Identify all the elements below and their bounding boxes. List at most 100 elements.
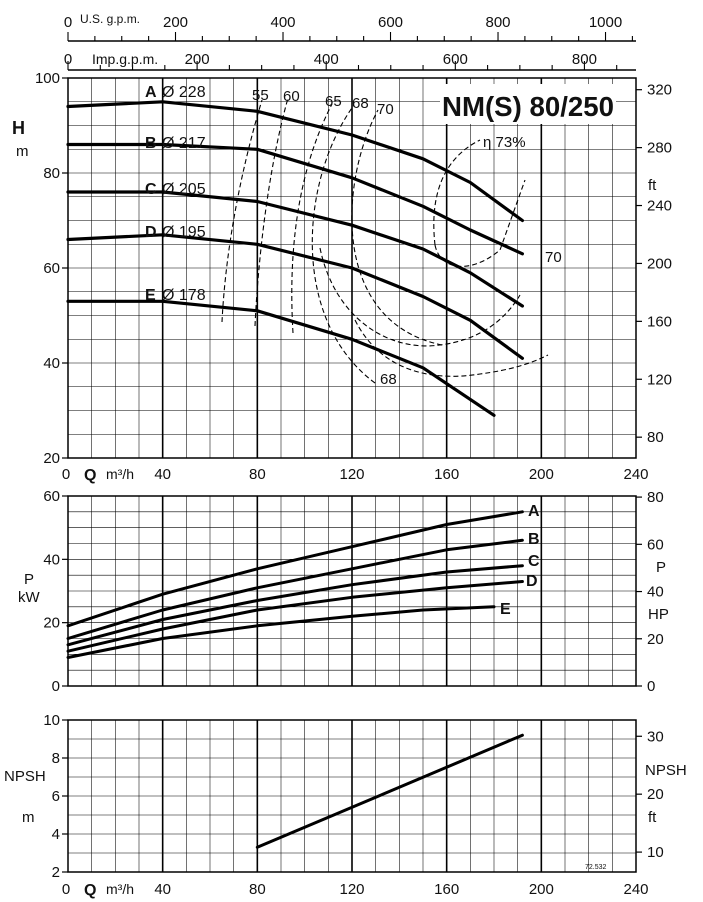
power-series-label: D: [526, 573, 538, 590]
usgpm-tick-label: 0: [64, 14, 72, 31]
efficiency-label: 70: [545, 249, 562, 266]
usgpm-tick-label: 600: [378, 14, 403, 31]
head-rtick-label: 320: [647, 82, 672, 99]
npsh-rtick-label: 20: [647, 786, 664, 803]
power-rtick-label: 60: [647, 536, 664, 553]
npsh-ytick-label: 6: [52, 788, 60, 805]
power-curve-a: [66, 510, 524, 628]
npsh-yunit: m: [22, 809, 35, 826]
head-chart-panel: 20 40 60 80 100 80 120 160 200 240 280 320 Hm ft 55 60 6…: [12, 70, 672, 484]
npsh-xtick-label: 120: [339, 881, 364, 898]
npsh-xtick-label: 240: [623, 881, 648, 898]
efficiency-iso-curve: [354, 319, 549, 377]
head-unit-label: m³/h: [106, 466, 134, 482]
power-ytick-label: 60: [43, 488, 60, 505]
npsh-rtick-label: 10: [647, 844, 664, 861]
npsh-curve-0: [255, 733, 524, 849]
usgpm-tick-label: 200: [163, 14, 188, 31]
efficiency-label: 55: [252, 87, 269, 104]
usgpm-tick-label: 400: [270, 14, 295, 31]
power-series-label: B: [528, 531, 540, 548]
npsh-xtick-label: 160: [434, 881, 459, 898]
head-curve-c: [66, 190, 524, 308]
power-curve-d: [66, 580, 524, 653]
head-q-label: Q: [84, 467, 96, 484]
efficiency-label: 70: [377, 101, 394, 118]
impgpm-tick-label: 200: [185, 51, 210, 68]
head-grid: [68, 78, 636, 458]
efficiency-iso-curve: [433, 139, 526, 267]
head-ytick-label: 80: [43, 165, 60, 182]
head-curve-b: [66, 142, 524, 256]
power-grid: [68, 496, 636, 686]
efficiency-iso-curve: [351, 109, 443, 346]
power-rtick-label: 0: [647, 678, 655, 695]
head-series-label: E: [145, 287, 156, 304]
npsh-rtick-label: 30: [647, 728, 664, 745]
impgpm-axis-label: Imp.g.p.m.: [92, 51, 158, 67]
chart-title: NM(S) 80/250: [442, 91, 614, 122]
npsh-right-unit: ft: [648, 809, 657, 826]
doc-code: 72.532: [585, 864, 607, 871]
npsh-ytick-label: 4: [52, 826, 60, 843]
npsh-unit-label: m³/h: [106, 881, 134, 897]
power-rtick-label: 20: [647, 631, 664, 648]
power-curve-e: [66, 605, 496, 659]
power-series-label: E: [500, 601, 511, 618]
impgpm-tick-label: 400: [314, 51, 339, 68]
head-series-diameter: Ø 178: [162, 287, 206, 304]
power-curve-b: [66, 538, 524, 640]
top-flow-axes: 0 200 400 600 800 1000 U.S. g.p.m. 0 200 400 600 80…: [64, 12, 636, 71]
npsh-xtick-label: 40: [154, 881, 171, 898]
head-series-label: A: [145, 84, 157, 101]
head-series-label: D: [145, 224, 157, 241]
head-ytick-label: 60: [43, 260, 60, 277]
efficiency-label: 68: [352, 95, 369, 112]
head-curve-e: [66, 299, 496, 417]
impgpm-tick-label: 0: [64, 51, 72, 68]
head-series-diameter: Ø 195: [162, 224, 206, 241]
head-rtick-label: 80: [647, 429, 664, 446]
npsh-grid: [68, 720, 636, 872]
impgpm-tick-label: 600: [443, 51, 468, 68]
power-yunit: kW: [18, 589, 41, 606]
head-xtick-label: 240: [623, 466, 648, 483]
efficiency-label: 60: [283, 88, 300, 105]
head-series-diameter: Ø 217: [162, 135, 206, 152]
head-xtick-label: 160: [434, 466, 459, 483]
impgpm-tick-label: 800: [572, 51, 597, 68]
npsh-chart-panel: 2 4 6 8 10 10 20 30 NPSH m NPSH ft 0 40 80 120 160 200 240…: [4, 712, 687, 899]
head-xtick-label: 80: [249, 466, 266, 483]
head-ytick-label: 20: [43, 450, 60, 467]
usgpm-axis-label: U.S. g.p.m.: [80, 12, 140, 26]
npsh-right-label: NPSH: [645, 762, 687, 779]
power-series-label: C: [528, 553, 540, 570]
efficiency-label: η 73%: [483, 134, 526, 151]
head-series-label: C: [145, 181, 157, 198]
head-series-diameter: Ø 228: [162, 84, 206, 101]
npsh-ylabel: NPSH: [4, 768, 46, 785]
npsh-xtick-label: 0: [62, 881, 70, 898]
power-right-unit: HP: [648, 606, 669, 623]
usgpm-tick-label: 800: [486, 14, 511, 31]
head-rtick-label: 160: [647, 313, 672, 330]
power-curve-c: [66, 564, 524, 647]
head-series-diameter: Ø 205: [162, 181, 206, 198]
head-rtick-label: 280: [647, 140, 672, 157]
head-xtick-label: 0: [62, 466, 70, 483]
head-rtick-label: 240: [647, 198, 672, 215]
npsh-xtick-label: 80: [249, 881, 266, 898]
npsh-q-label: Q: [84, 882, 96, 899]
npsh-xtick-label: 200: [529, 881, 554, 898]
head-ytick-label: 100: [35, 70, 60, 87]
npsh-ytick-label: 2: [52, 864, 60, 881]
head-rtick-label: 200: [647, 255, 672, 272]
head-xtick-label: 120: [339, 466, 364, 483]
head-curve-a: [66, 100, 524, 223]
head-ylabel: H: [12, 118, 25, 138]
head-xtick-label: 40: [154, 466, 171, 483]
efficiency-label: 68: [380, 371, 397, 388]
usgpm-tick-label: 1000: [589, 14, 622, 31]
power-series-label: A: [528, 503, 540, 520]
